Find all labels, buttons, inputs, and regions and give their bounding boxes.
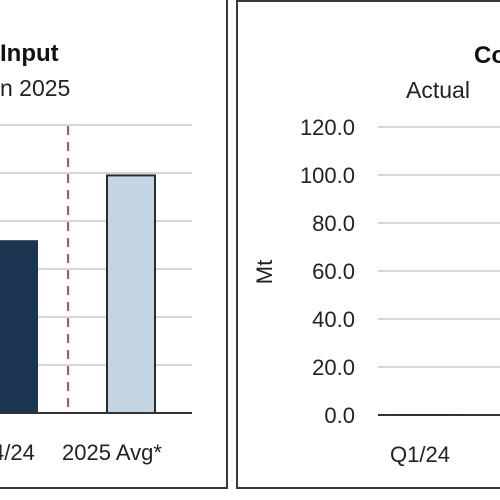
y-tick-label: 100.0 (300, 163, 355, 188)
x-tick-label: Q1/24 (390, 442, 450, 467)
left-chart-subtitle: n 2025 (0, 75, 70, 101)
y-tick-label: 0.0 (324, 403, 355, 428)
y-tick-label: 80.0 (312, 211, 355, 236)
left-chart-title: Input (0, 40, 59, 67)
right-chart-y-axis-label: Mt (252, 260, 277, 284)
x-tick-label: 4/24 (0, 440, 35, 465)
bar (393, 414, 461, 415)
y-tick-label: 120.0 (300, 115, 355, 140)
right-chart-title: Co (474, 42, 500, 69)
y-tick-label: 20.0 (312, 355, 355, 380)
left-chart: Input n 2025 4/24 2025 Avg* (0, 40, 192, 465)
bar (0, 240, 38, 413)
x-tick-label: 2025 Avg* (62, 440, 162, 465)
right-chart: Co Actual 120.0100.080.060.040.020.00.0 … (252, 42, 500, 467)
right-chart-panel: Co Actual 120.0100.080.060.040.020.00.0 … (236, 0, 500, 489)
left-chart-panel: Input n 2025 4/24 2025 Avg* (0, 0, 228, 489)
right-chart-subtitle: Actual (406, 77, 470, 103)
y-tick-label: 60.0 (312, 259, 355, 284)
y-tick-label: 40.0 (312, 307, 355, 332)
bar (106, 174, 156, 414)
